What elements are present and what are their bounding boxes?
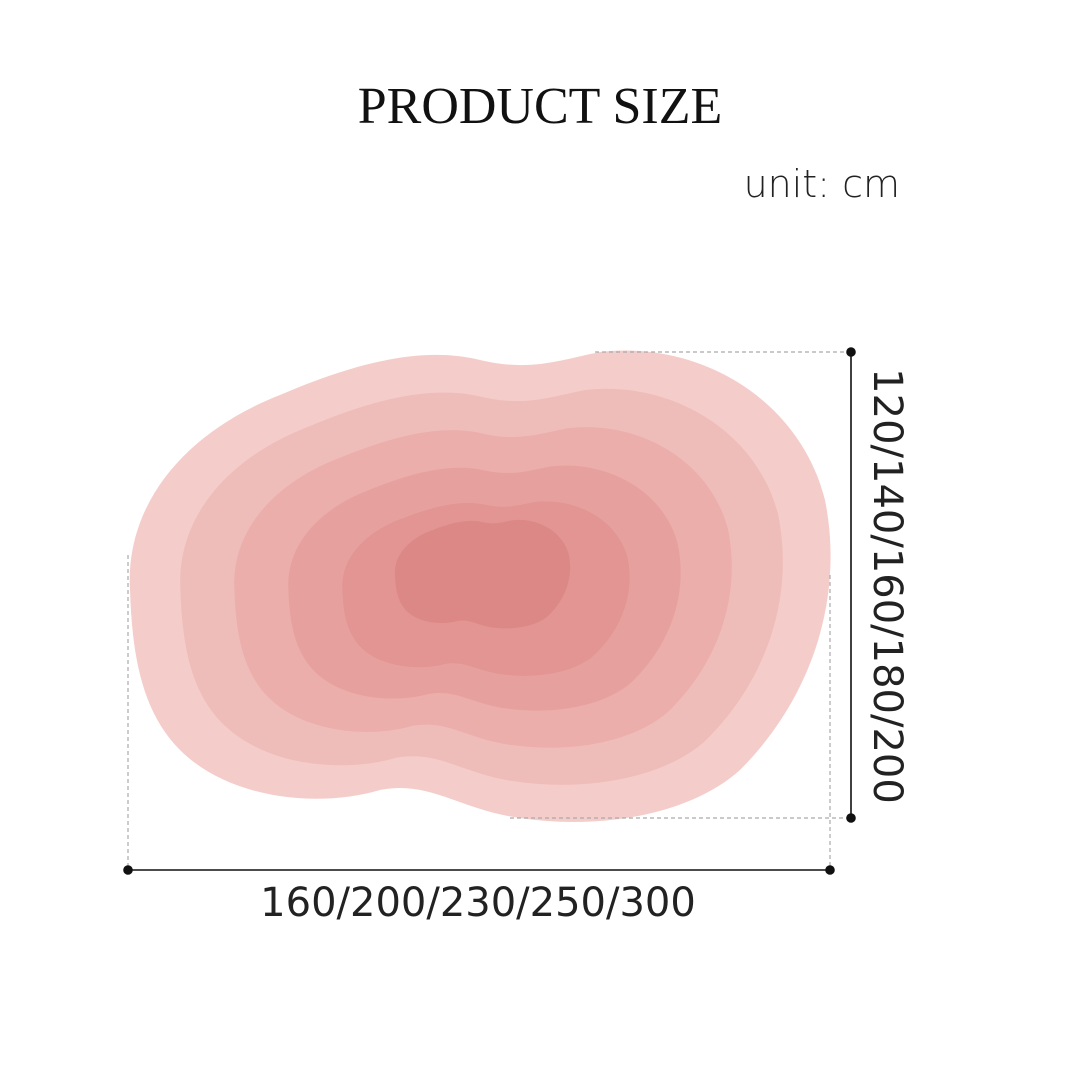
title: PRODUCT SIZE <box>358 78 723 135</box>
endpoint <box>846 813 856 823</box>
rug-layer <box>394 519 571 629</box>
rug <box>129 350 831 822</box>
dimension-lines <box>123 347 856 875</box>
endpoint <box>825 865 835 875</box>
height-label: 120/140/160/180/200 <box>864 368 910 804</box>
unit-label: unit: cm <box>744 162 900 206</box>
width-label: 160/200/230/250/300 <box>260 880 696 926</box>
endpoint <box>846 347 856 357</box>
guide-lines <box>127 351 851 870</box>
endpoint <box>123 865 133 875</box>
